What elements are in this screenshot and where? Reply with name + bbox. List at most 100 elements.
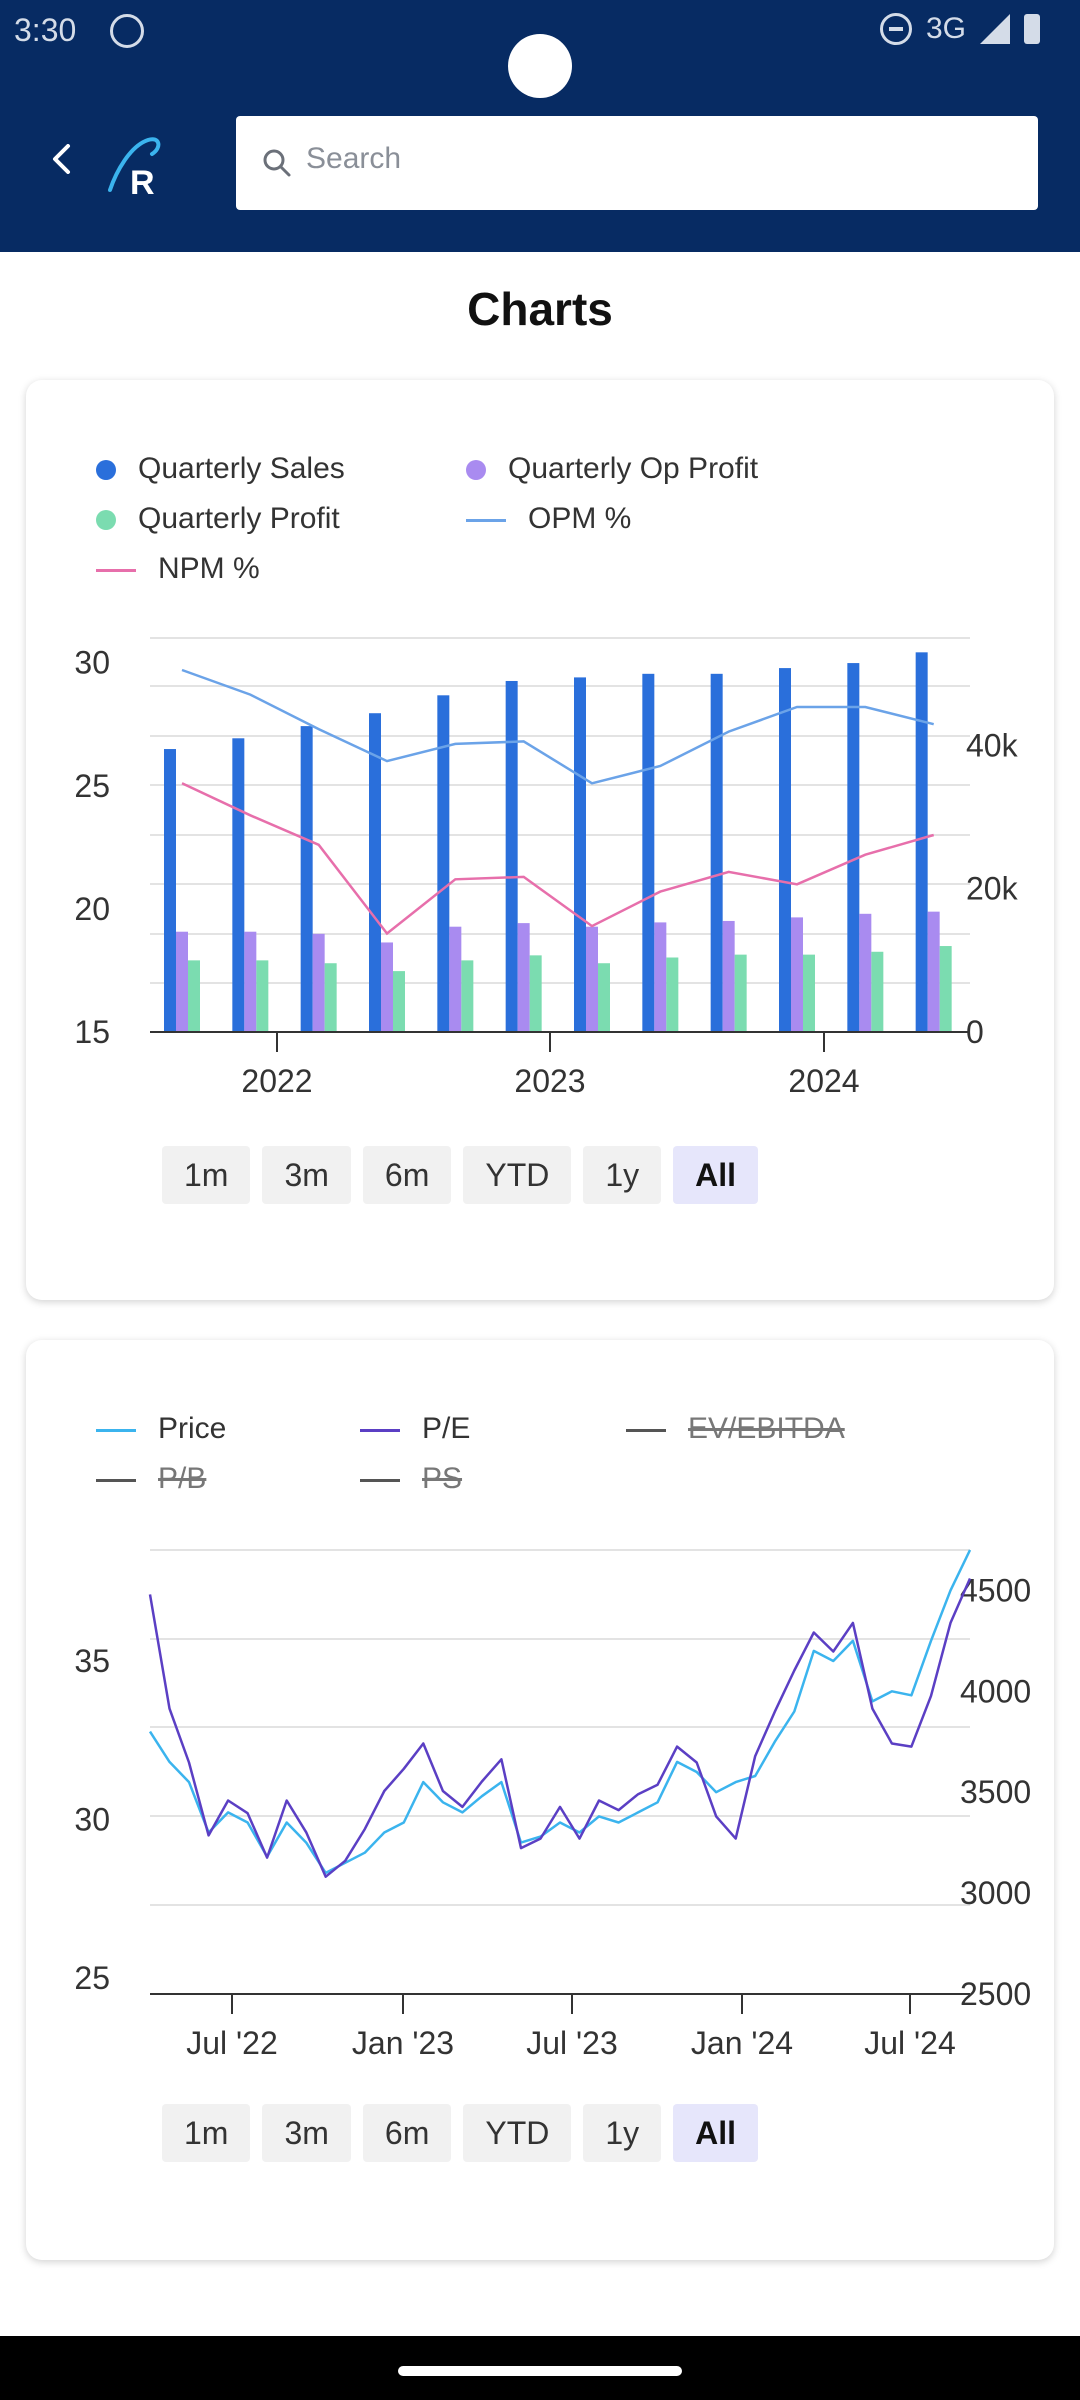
navigation-bar xyxy=(0,2336,1080,2400)
op-profit-bar xyxy=(927,911,940,1032)
legend-marker xyxy=(96,1428,136,1432)
x-axis-tick: Jan '23 xyxy=(352,2025,454,2061)
x-axis-tick: 2022 xyxy=(241,1063,312,1099)
sales-bar xyxy=(505,680,518,1032)
status-time: 3:30 xyxy=(14,12,77,48)
battery-icon xyxy=(1024,14,1040,44)
op-profit-bar xyxy=(176,931,188,1032)
x-axis-tick: 2024 xyxy=(788,1063,859,1099)
sales-bar xyxy=(915,652,928,1032)
npm-line xyxy=(181,782,935,936)
left-axis-tick: 30 xyxy=(74,1802,110,1838)
sales-bar xyxy=(642,673,655,1032)
op-profit-bar xyxy=(381,942,393,1032)
camera-cutout xyxy=(508,34,572,98)
range-button-6m[interactable]: 6m xyxy=(362,1146,452,1204)
range-button-1m[interactable]: 1m xyxy=(162,1146,251,1204)
search-icon xyxy=(263,149,291,177)
op-profit-bar xyxy=(517,923,530,1032)
back-arrow-icon[interactable] xyxy=(48,144,78,174)
legend-item-ev-ebitda[interactable]: EV/EBITDA xyxy=(626,1412,845,1446)
profit-bar xyxy=(529,955,542,1032)
do-not-disturb-icon xyxy=(879,13,912,45)
sales-bar xyxy=(232,738,245,1032)
right-axis-tick: 2500 xyxy=(960,1976,1031,2012)
signal-icon xyxy=(980,14,1010,44)
profit-bar xyxy=(324,963,337,1032)
profit-bar xyxy=(939,946,952,1032)
op-profit-bar xyxy=(791,917,803,1032)
left-axis-tick: 25 xyxy=(74,768,110,804)
op-profit-bar xyxy=(859,913,872,1032)
op-profit-bar xyxy=(312,933,325,1032)
legend-item-price[interactable]: Price xyxy=(96,1412,226,1446)
page-title: Charts xyxy=(467,283,613,335)
right-axis-tick: 3000 xyxy=(960,1875,1031,1911)
left-axis-tick: 15 xyxy=(74,1014,110,1050)
sales-bar xyxy=(369,713,381,1032)
legend-item-quarterly-sales[interactable]: Quarterly Sales xyxy=(96,452,345,486)
right-axis-tick: 4500 xyxy=(960,1572,1031,1608)
legend-item-p-b[interactable]: P/B xyxy=(96,1462,206,1496)
search-bar[interactable]: Search xyxy=(236,116,1038,210)
right-axis-tick: 4000 xyxy=(960,1673,1031,1709)
range-button-all[interactable]: All xyxy=(673,1146,759,1204)
right-axis-tick: 3500 xyxy=(960,1774,1031,1810)
legend-label: Quarterly Op Profit xyxy=(508,452,759,485)
right-axis-tick: 0 xyxy=(966,1014,984,1050)
range-button-3m[interactable]: 3m xyxy=(262,2104,351,2162)
legend-marker xyxy=(96,510,116,531)
sales-bar xyxy=(847,663,860,1032)
home-gesture-handle[interactable] xyxy=(398,2366,682,2376)
price-pe-chart: 25 30 35 2500 3000 3500 4000 4500 Jul '22 Jan '23… xyxy=(74,1549,1031,2061)
legend-item-p-e[interactable]: P/E xyxy=(360,1412,470,1446)
legend-item-npm[interactable]: NPM % xyxy=(96,552,260,586)
right-axis-tick: 20k xyxy=(966,871,1019,907)
legend-marker xyxy=(96,460,116,481)
left-axis-tick: 25 xyxy=(74,1960,110,1996)
op-profit-bar xyxy=(722,920,735,1032)
legend-label: Quarterly Sales xyxy=(138,452,345,485)
range-button-all[interactable]: All xyxy=(673,2104,759,2162)
legend-marker xyxy=(96,1478,136,1482)
legend-marker xyxy=(360,1478,400,1482)
op-profit-bar xyxy=(586,926,598,1032)
sales-bar xyxy=(437,695,450,1032)
profit-bar xyxy=(666,957,679,1032)
time-range-selector: 1m 3m 6m YTD 1y All xyxy=(162,2104,759,2162)
right-axis-tick: 40k xyxy=(966,727,1019,763)
range-button-3m[interactable]: 3m xyxy=(262,1146,351,1204)
range-button-1y[interactable]: 1y xyxy=(583,2104,662,2162)
range-button-ytd[interactable]: YTD xyxy=(463,1146,572,1204)
legend-label: P/B xyxy=(158,1462,207,1495)
profit-bar xyxy=(393,971,405,1032)
range-button-6m[interactable]: 6m xyxy=(362,2104,452,2162)
left-axis-tick: 30 xyxy=(74,645,110,681)
settings-notification-icon xyxy=(110,14,144,48)
status-icons: 3G xyxy=(879,12,1040,46)
quarterly-results-chart-card: Quarterly Sales Quarterly Op Profit Quarte… xyxy=(26,380,1054,1300)
legend-label: Quarterly Profit xyxy=(138,502,340,535)
profit-bar xyxy=(188,960,200,1032)
legend-marker xyxy=(466,518,506,522)
x-axis-tick: Jan '24 xyxy=(691,2025,793,2061)
x-axis-tick: Jul '23 xyxy=(526,2025,618,2061)
op-profit-bar xyxy=(244,931,257,1032)
profit-bar xyxy=(256,960,269,1032)
range-button-1y[interactable]: 1y xyxy=(583,1146,662,1204)
sales-bar xyxy=(164,749,176,1032)
profit-bar xyxy=(803,954,815,1032)
range-button-1m[interactable]: 1m xyxy=(162,2104,251,2162)
range-button-ytd[interactable]: YTD xyxy=(463,2104,572,2162)
svg-text:R: R xyxy=(130,164,155,202)
profit-bar xyxy=(598,963,610,1032)
opm-line xyxy=(181,668,935,785)
legend-item-quarterly-op-profit[interactable]: Quarterly Op Profit xyxy=(466,452,758,486)
app-logo-icon: R xyxy=(108,137,161,202)
legend-item-quarterly-profit[interactable]: Quarterly Profit xyxy=(96,502,340,536)
network-type: 3G xyxy=(925,12,966,45)
legend-item-ps[interactable]: PS xyxy=(360,1462,462,1496)
legend-marker xyxy=(626,1428,666,1432)
legend-label: Price xyxy=(158,1412,227,1445)
legend-item-opm[interactable]: OPM % xyxy=(466,502,631,536)
